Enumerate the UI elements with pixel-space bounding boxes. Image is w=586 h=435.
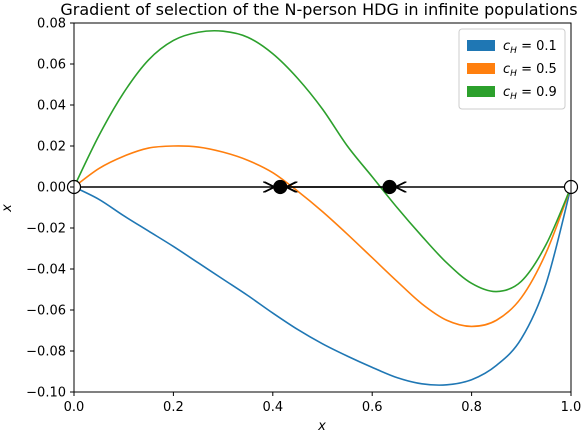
legend-entry-3: cH = 0.9	[503, 85, 557, 102]
legend-label-variable: c	[503, 39, 510, 54]
legend-label-value: = 0.5	[517, 62, 557, 77]
y-tick-label: 0.04	[37, 99, 66, 114]
legend-swatch	[467, 86, 495, 97]
legend-label-variable: c	[503, 62, 510, 77]
y-tick-label: −0.10	[26, 386, 66, 401]
x-tick-label: 1.0	[561, 400, 582, 415]
y-tick-label: −0.02	[26, 222, 66, 237]
x-tick-label: 0.0	[64, 400, 85, 415]
legend-label-subscript: H	[510, 46, 517, 56]
legend-swatch	[467, 63, 495, 74]
y-axis-label: x	[0, 204, 15, 213]
plot-frame	[73, 22, 572, 393]
x-tick-label: 0.4	[262, 400, 283, 415]
x-tick-label: 0.6	[362, 400, 383, 415]
legend-swatch	[467, 40, 495, 51]
y-tick-label: 0.08	[37, 17, 66, 32]
y-tick-label: 0.00	[37, 181, 66, 196]
legend-label-value: = 0.9	[517, 85, 557, 100]
legend-entry-1: cH = 0.1	[503, 39, 557, 56]
series-line-3	[73, 29, 572, 293]
y-tick-label: −0.08	[26, 345, 66, 360]
y-tick-label: 0.02	[37, 140, 66, 155]
series-line-1	[73, 186, 572, 386]
y-tick-label: 0.06	[37, 58, 66, 73]
legend: cH = 0.1cH = 0.5cH = 0.9	[458, 28, 566, 110]
series-line-2	[73, 145, 572, 328]
stable-fixed-point	[382, 179, 397, 195]
legend-label-subscript: H	[510, 69, 517, 79]
x-axis: 0.0 0.2 0.4 0.6 0.8 1.0	[64, 392, 582, 415]
chart-title: Gradient of selection of the N-person HD…	[60, 0, 577, 19]
y-tick-label: −0.06	[26, 304, 66, 319]
x-axis-label: x	[317, 419, 326, 434]
stable-fixed-point	[273, 179, 288, 195]
x-tick-label: 0.8	[461, 400, 482, 415]
legend-label-value: = 0.1	[517, 39, 557, 54]
x-tick-label: 0.2	[163, 400, 184, 415]
legend-entry-2: cH = 0.5	[503, 62, 557, 79]
y-axis: −0.10 −0.08 −0.06 −0.04 −0.02 0.00 0.02 0.04 0.0…	[26, 17, 74, 401]
legend-label-variable: c	[503, 85, 510, 100]
plot-area	[66, 29, 579, 386]
legend-label-subscript: H	[510, 92, 517, 102]
y-tick-label: −0.04	[26, 263, 66, 278]
